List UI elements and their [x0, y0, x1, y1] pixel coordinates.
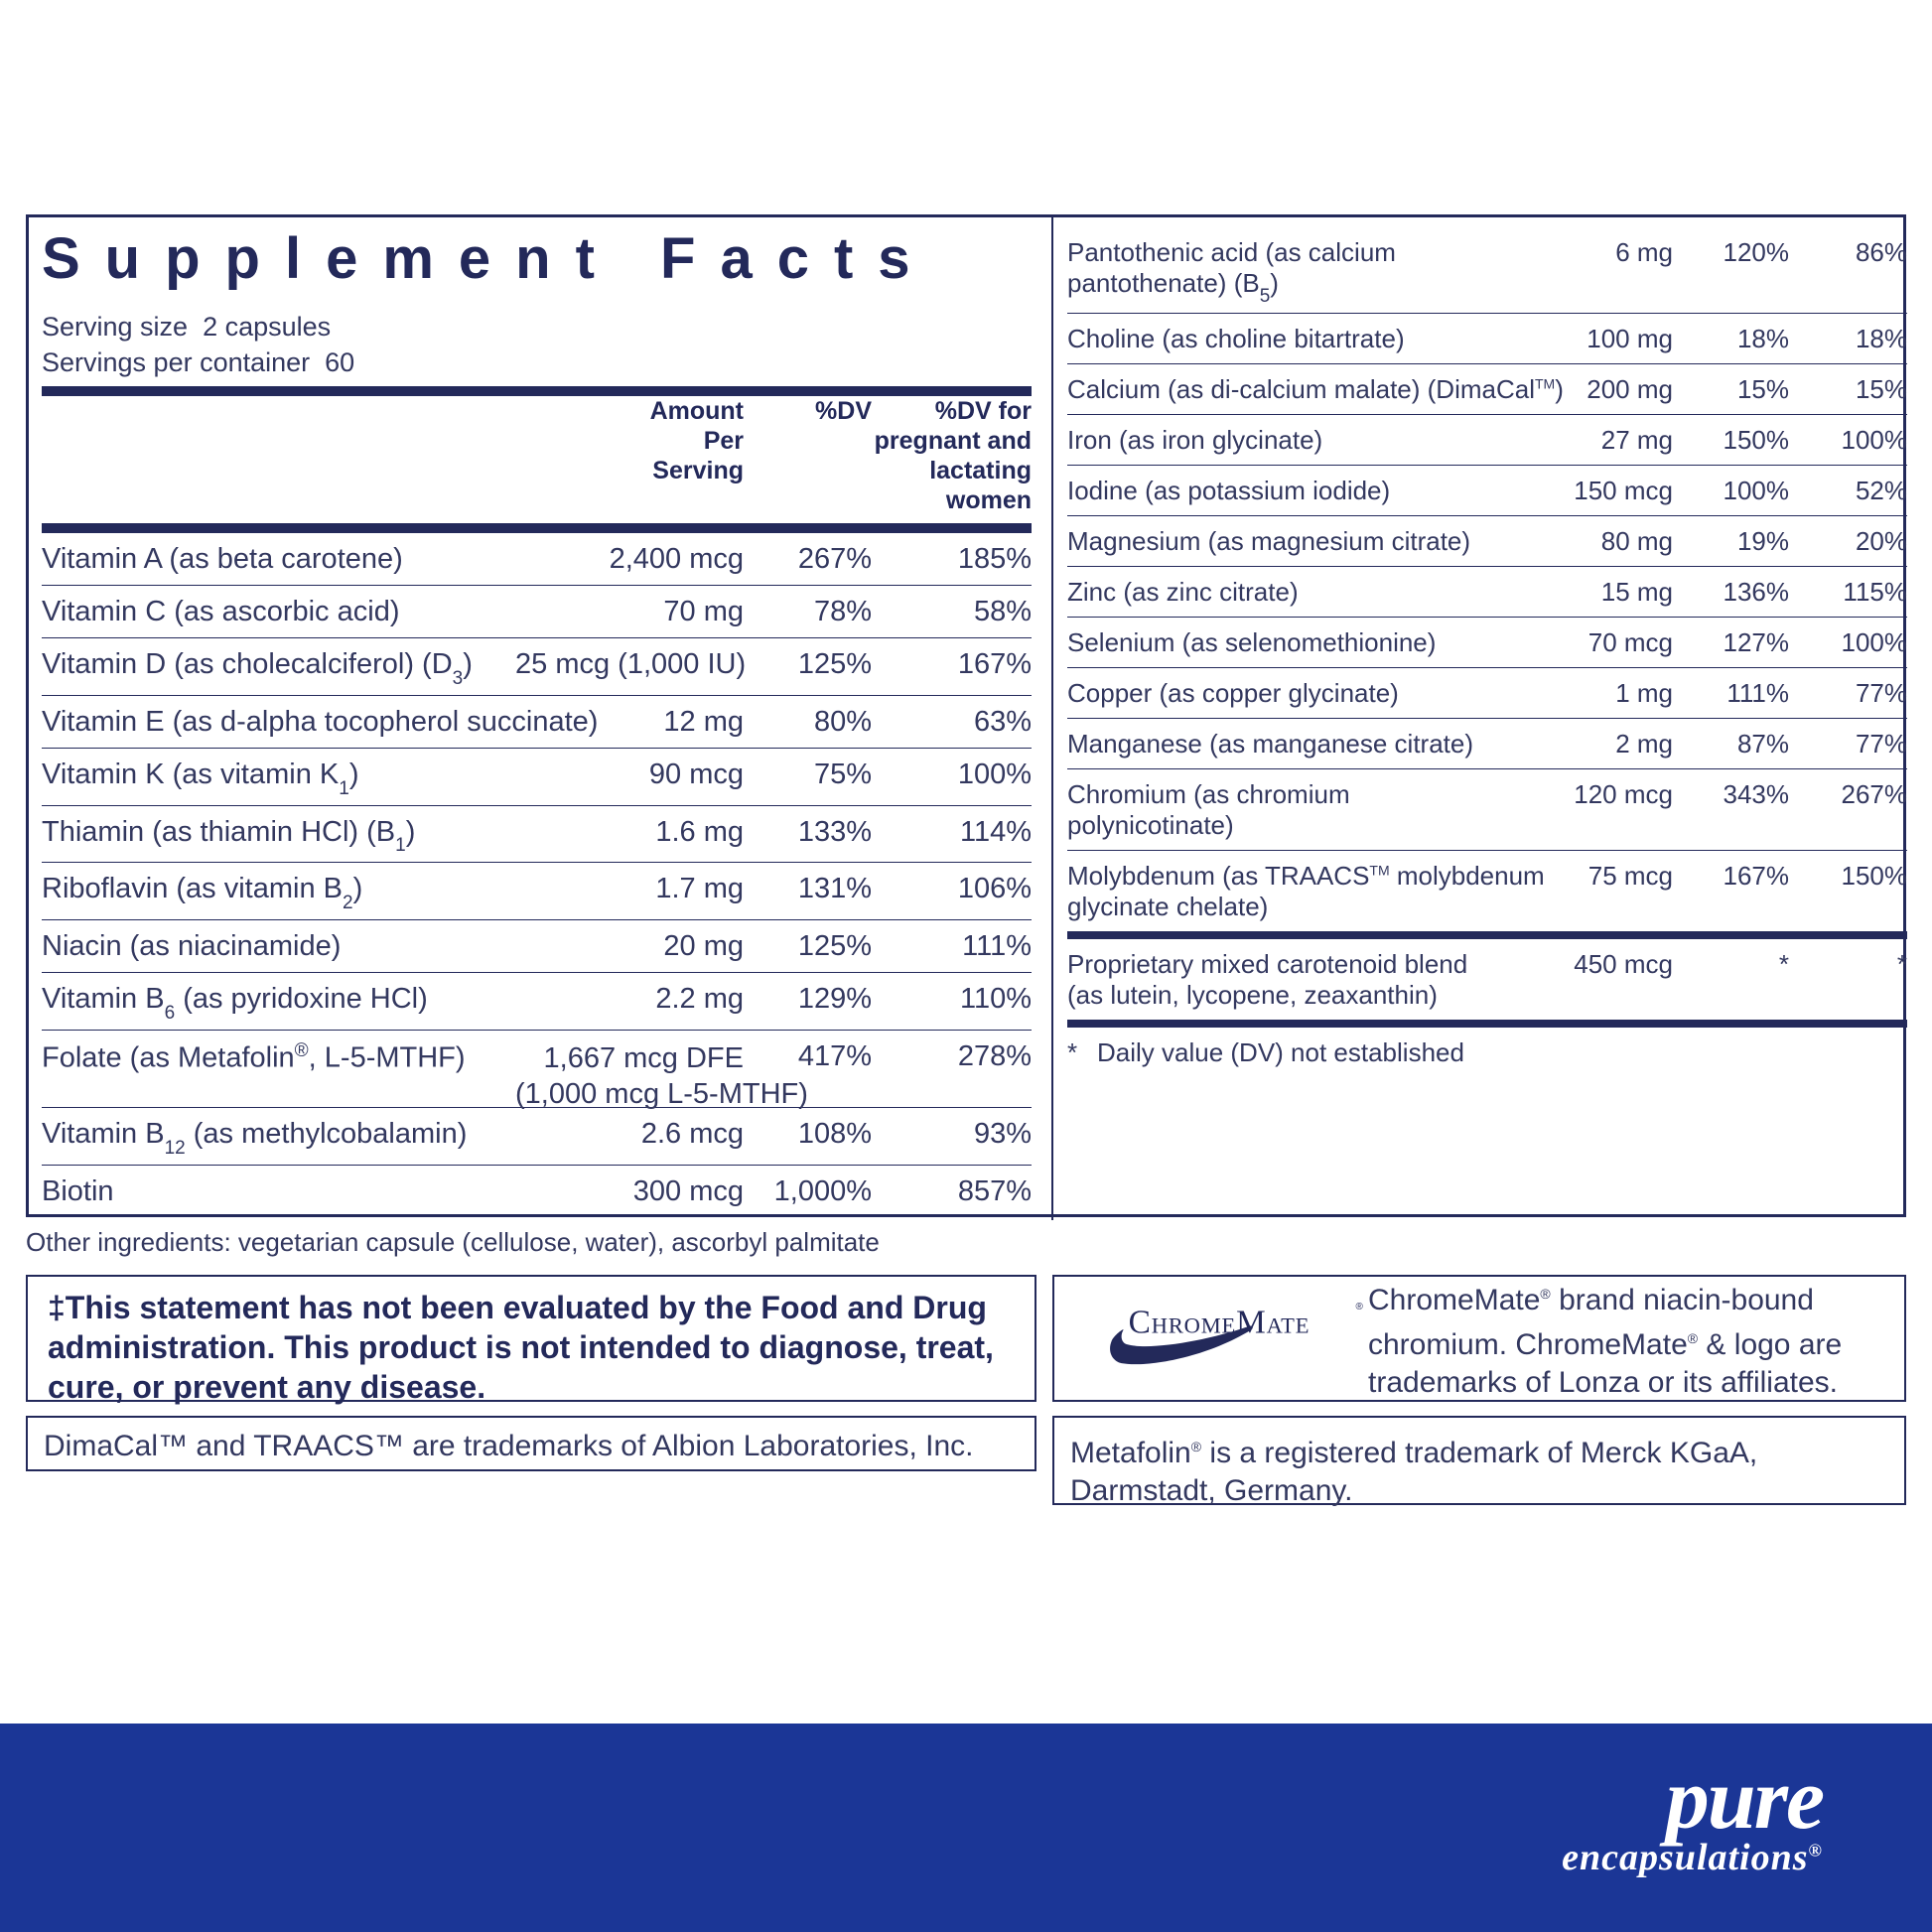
svg-text:CHROMEMATE: CHROMEMATE [1129, 1304, 1311, 1340]
svg-text:®: ® [1355, 1302, 1363, 1312]
